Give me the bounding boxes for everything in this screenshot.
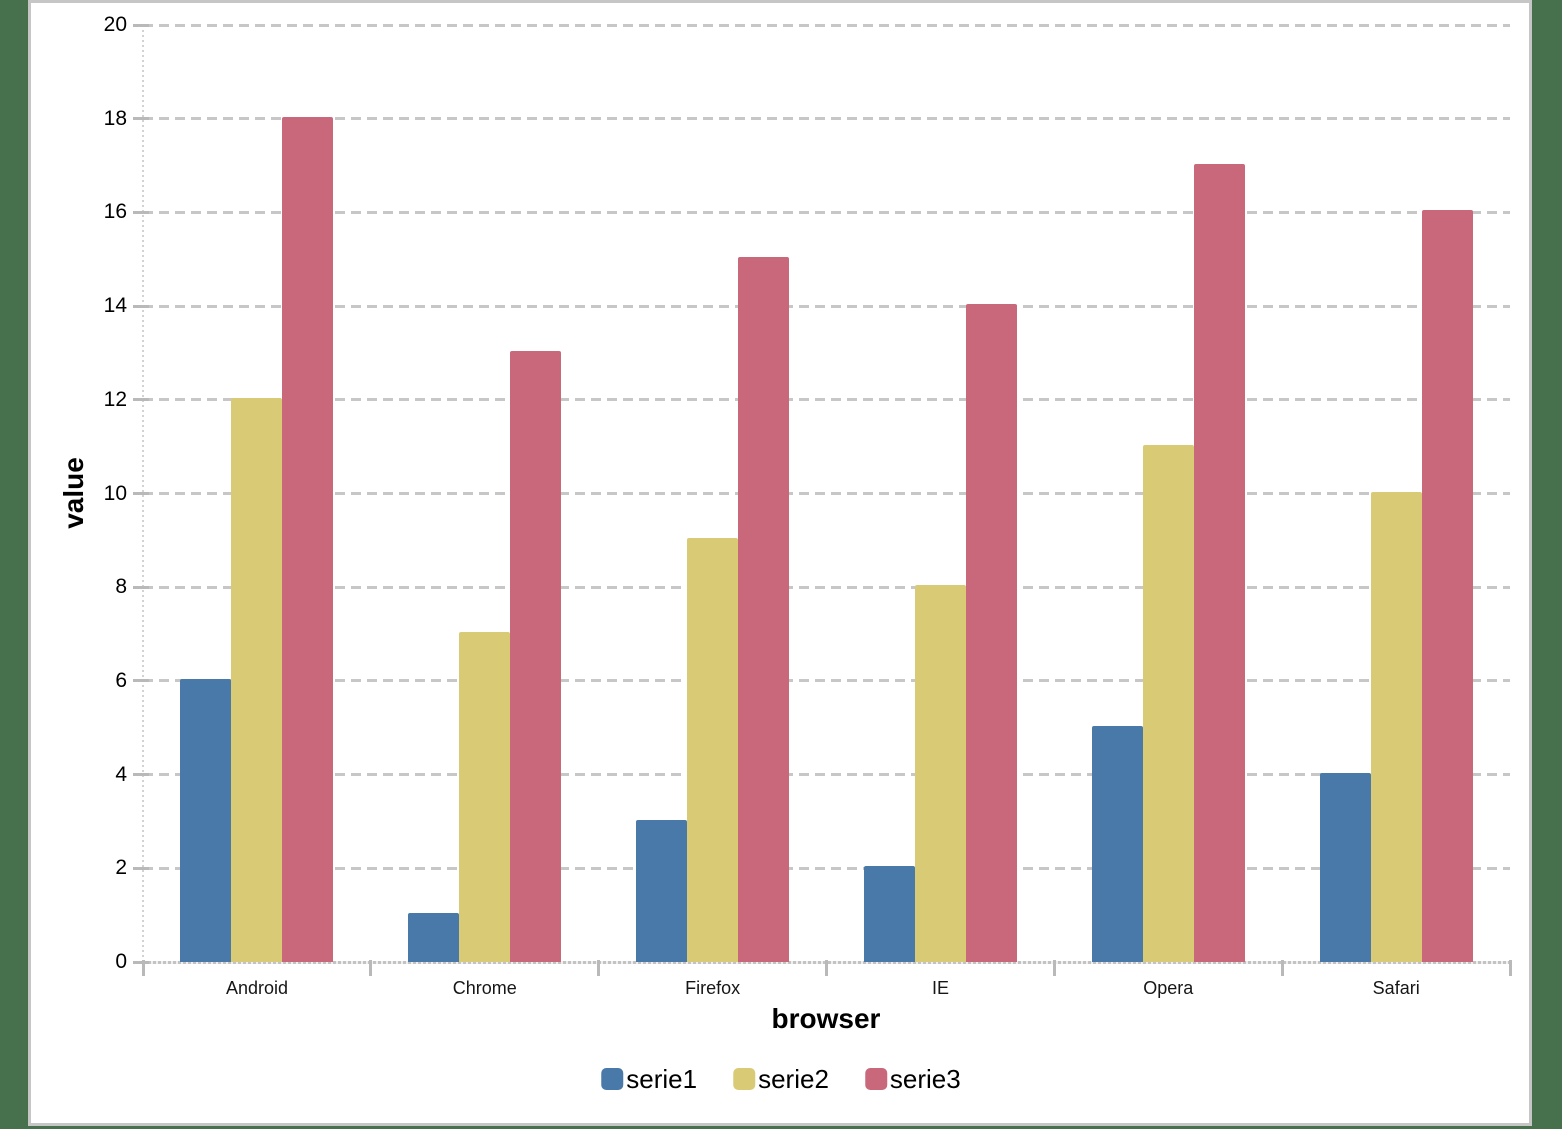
bar-serie1-Chrome xyxy=(408,913,460,962)
gridline-y20 xyxy=(143,23,1510,27)
y-axis-tick xyxy=(133,304,149,308)
y-axis-tick xyxy=(133,492,149,495)
y-tick-label: 14 xyxy=(103,294,127,318)
gridline-y12 xyxy=(143,398,1510,402)
y-tick-label: 12 xyxy=(103,387,127,411)
y-axis-tick xyxy=(133,960,149,964)
x-category-label: Firefox xyxy=(685,978,741,998)
x-category-label: Chrome xyxy=(452,978,517,998)
y-axis-tick xyxy=(133,398,149,402)
gridline-y6 xyxy=(143,679,1510,683)
y-tick-label: 0 xyxy=(115,950,127,973)
x-category-label: Safari xyxy=(1372,978,1420,998)
bar-serie1-Android xyxy=(180,678,232,962)
gridline-y18 xyxy=(143,117,1510,121)
y-tick-label: 2 xyxy=(115,856,127,880)
y-axis-tick xyxy=(133,117,149,121)
gridline-y10 xyxy=(143,492,1510,495)
legend-item-serie2: serie2 xyxy=(733,1064,829,1094)
bar-serie1-IE xyxy=(863,866,915,962)
bar-serie3-Android xyxy=(282,116,334,962)
bar-serie3-Firefox xyxy=(738,257,790,963)
bar-serie2-Android xyxy=(231,397,283,962)
x-axis-tick xyxy=(141,960,145,976)
legend-item-serie3: serie3 xyxy=(864,1064,961,1094)
y-axis-title: value xyxy=(58,457,89,529)
y-axis-tick xyxy=(133,210,149,214)
x-axis-title: browser xyxy=(771,1003,881,1034)
legend-swatch-icon xyxy=(864,1068,887,1090)
y-axis-tick xyxy=(133,773,149,777)
bar-serie3-Safari xyxy=(1421,210,1473,962)
legend: serie1 serie2 serie3 xyxy=(601,1064,961,1094)
bar-serie2-Chrome xyxy=(459,632,511,962)
x-category-label: IE xyxy=(931,978,949,998)
x-category-label: Android xyxy=(225,978,289,998)
x-axis-tick xyxy=(825,960,828,976)
y-tick-label: 6 xyxy=(115,668,127,692)
x-category-label: Opera xyxy=(1143,978,1194,998)
gridline-y4 xyxy=(143,773,1510,777)
legend-label: serie1 xyxy=(626,1064,698,1094)
x-axis-tick xyxy=(369,960,373,976)
y-tick-label: 10 xyxy=(103,481,127,505)
bar-serie2-IE xyxy=(914,585,966,962)
bar-serie3-IE xyxy=(965,304,1017,962)
x-axis-tick xyxy=(1052,960,1056,976)
y-tick-label: 8 xyxy=(115,575,127,599)
bar-serie1-Firefox xyxy=(636,819,688,962)
bar-serie3-Chrome xyxy=(510,350,562,962)
bar-serie2-Firefox xyxy=(687,538,739,962)
y-axis-tick xyxy=(133,866,149,870)
x-axis-tick xyxy=(1280,960,1284,976)
y-tick-label: 20 xyxy=(103,13,127,36)
bar-serie2-Opera xyxy=(1142,444,1194,962)
x-axis-tick xyxy=(1508,960,1512,976)
legend-item-serie1: serie1 xyxy=(601,1064,697,1094)
legend-label: serie3 xyxy=(889,1064,961,1094)
gridline-y16 xyxy=(143,210,1510,214)
y-axis-tick xyxy=(133,679,149,683)
gridline-y2 xyxy=(143,866,1510,870)
bar-serie1-Opera xyxy=(1091,725,1143,963)
gridline-y14 xyxy=(143,304,1510,308)
x-axis-tick xyxy=(597,960,601,976)
y-tick-label: 18 xyxy=(103,106,127,130)
y-tick-label: 4 xyxy=(115,762,127,786)
y-axis-tick xyxy=(133,23,149,27)
legend-label: serie2 xyxy=(758,1064,829,1094)
gridline-y8 xyxy=(143,585,1510,589)
legend-swatch-icon xyxy=(601,1068,624,1090)
y-axis-tick xyxy=(133,585,149,589)
legend-swatch-icon xyxy=(733,1068,756,1090)
y-tick-label: 16 xyxy=(103,200,127,224)
bar-serie1-Safari xyxy=(1319,772,1371,962)
bar-serie3-Opera xyxy=(1193,163,1245,962)
bar-serie2-Safari xyxy=(1370,491,1422,962)
